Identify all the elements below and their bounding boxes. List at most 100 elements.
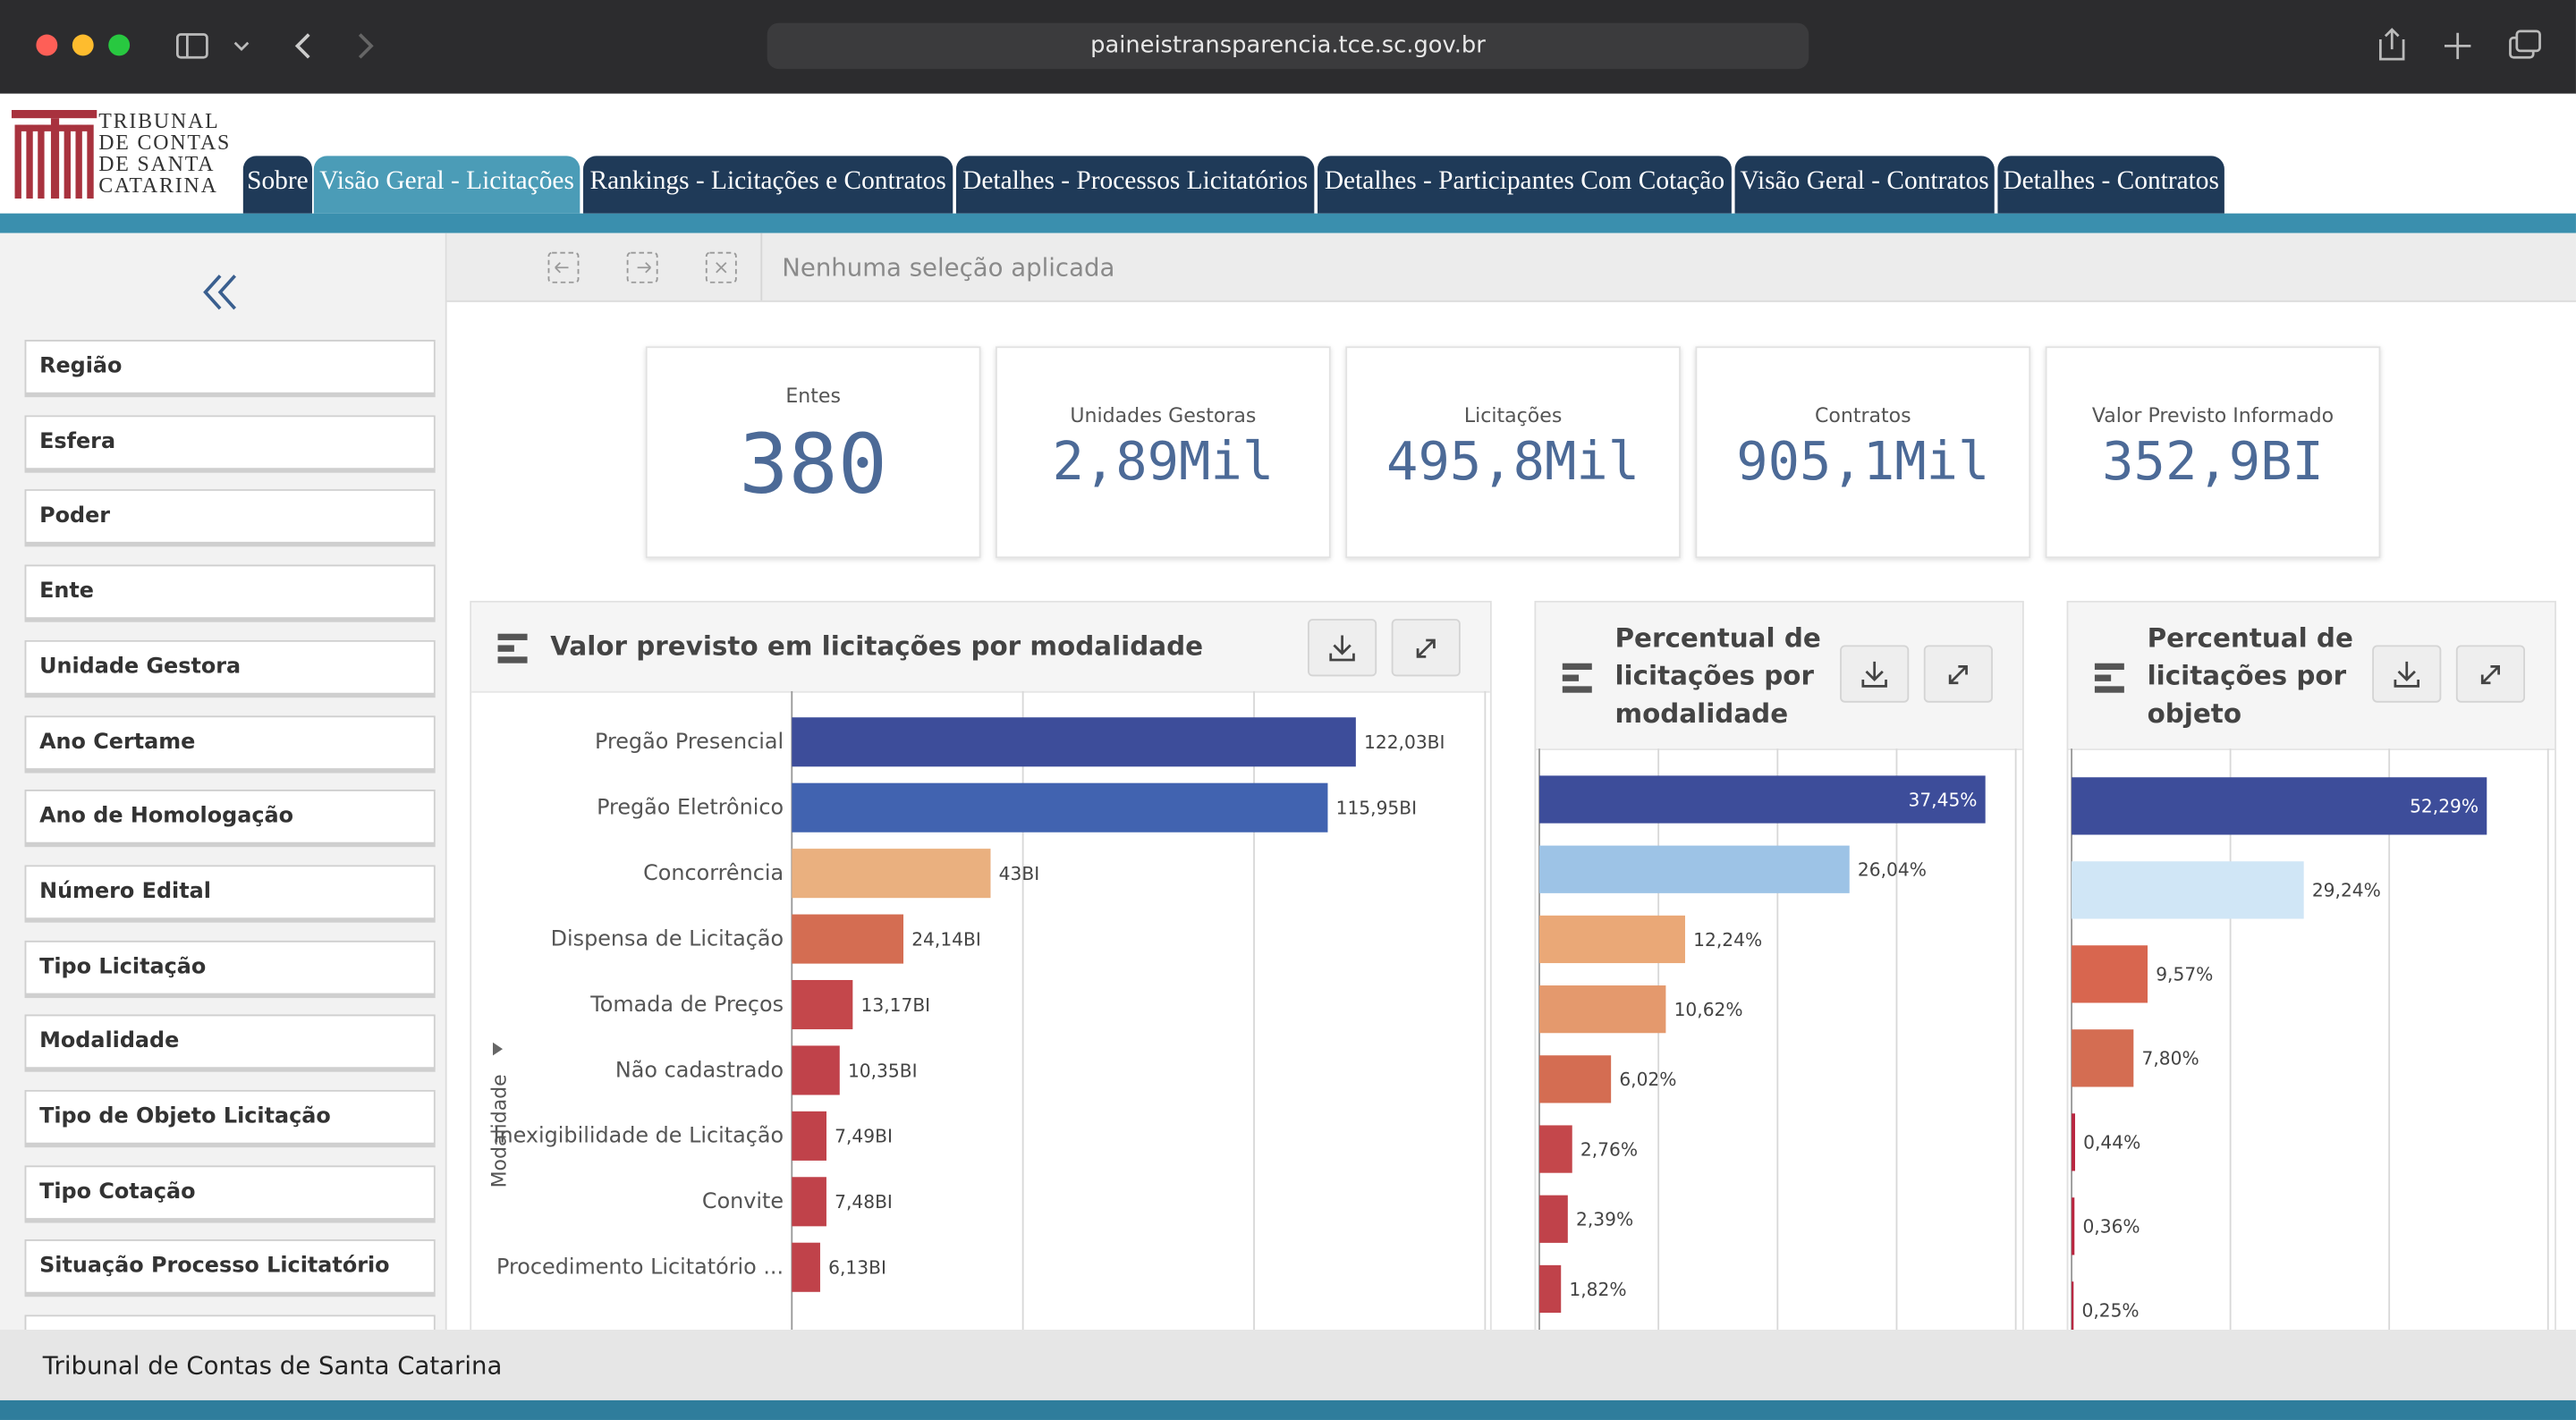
category-label: Convite: [702, 1188, 784, 1213]
button-icon: [2480, 664, 2500, 685]
category-label: Não cadastrado: [615, 1057, 784, 1082]
filter-box[interactable]: Situação Processo Licitatório: [24, 1239, 436, 1297]
button-icon: [2394, 661, 2419, 688]
footer: Tribunal de Contas de Santa Catarina: [0, 1329, 2576, 1400]
filter-box[interactable]: Modalidade: [24, 1015, 436, 1073]
category-label: Pregão Presencial: [595, 729, 784, 754]
zoom-button[interactable]: [108, 34, 131, 56]
logo-line: DE CONTAS: [98, 130, 232, 155]
filter-box[interactable]: Tipo de Objeto Licitação: [24, 1089, 436, 1148]
nav-tab[interactable]: Sobre: [242, 156, 312, 214]
kpi-label: Valor Previsto Informado: [2091, 403, 2334, 427]
nav-tab[interactable]: Visão Geral - Licitações: [313, 156, 580, 214]
nav-tab[interactable]: Detalhes - Participantes Com Cotação: [1318, 156, 1732, 214]
address-bar[interactable]: paineistransparencia.tce.sc.gov.br: [767, 22, 1809, 70]
filter-box[interactable]: Número Edital: [24, 865, 436, 923]
filter-box[interactable]: Ano Certame: [24, 714, 436, 773]
expand-button[interactable]: [2455, 645, 2526, 703]
bar: [792, 1111, 826, 1161]
kpi-value: 380: [739, 417, 888, 512]
bar: [792, 914, 904, 964]
nav-tab[interactable]: Rankings - Licitações e Contratos: [583, 156, 953, 214]
expand-button[interactable]: [1391, 619, 1461, 677]
download-button[interactable]: [1840, 645, 1910, 703]
bar: [792, 849, 991, 899]
icon-bar: [2094, 685, 2124, 692]
bar: [2072, 1281, 2074, 1331]
panel-header: Percentual de licitações por modalidade: [1536, 602, 2022, 750]
chart-icon: [2094, 662, 2124, 692]
minimize-button[interactable]: [72, 34, 94, 56]
logo-text: TRIBUNAL DE CONTAS DE SANTA CATARINA: [98, 110, 231, 195]
value-label: 12,24%: [1693, 929, 1762, 951]
kpi-label: Contratos: [1814, 403, 1911, 427]
selection-tools[interactable]: [546, 249, 759, 285]
chart-panel: Percentual de licitações por objeto 52,29…: [2066, 600, 2556, 1333]
nav-tab[interactable]: Visão Geral - Contratos: [1734, 156, 1995, 214]
close-button[interactable]: [36, 34, 58, 56]
bar: [1538, 1195, 1568, 1243]
bar: [792, 979, 853, 1030]
nav-tab[interactable]: Detalhes - Contratos: [1997, 156, 2224, 214]
icon-bar: [1562, 673, 1580, 680]
chart-panel: Valor previsto em licitações por modalid…: [470, 600, 1492, 1333]
filter-box[interactable]: Unidade Gestora: [24, 639, 436, 697]
bar: [1538, 1055, 1612, 1103]
nav-tab[interactable]: Detalhes - Processos Licitatórios: [955, 156, 1315, 214]
value-label: 7,80%: [2142, 1048, 2199, 1069]
value-label: 7,48BI: [835, 1191, 893, 1213]
filter-box[interactable]: Ano de Homologação: [24, 790, 436, 848]
icon-bar: [1562, 685, 1592, 692]
kpi-card: Contratos 905,1Mil: [1695, 346, 2031, 559]
bar: [1538, 915, 1685, 964]
icon-bar: [497, 656, 528, 664]
bar: [792, 1242, 820, 1292]
icon: [1948, 664, 1968, 685]
value-label: 6,02%: [1619, 1069, 1676, 1090]
bar: [1538, 1125, 1572, 1173]
bar: [1538, 775, 1986, 824]
chart-icon: [1562, 662, 1592, 692]
value-label: 10,62%: [1674, 999, 1743, 1020]
panel-header: Valor previsto em licitações por modalid…: [471, 602, 1490, 693]
filter-box[interactable]: Região: [24, 340, 436, 398]
panel-header: Percentual de licitações por objeto: [2068, 602, 2555, 750]
footer-band: [0, 1399, 2576, 1420]
bar: [2072, 1113, 2075, 1171]
download-button[interactable]: [2372, 645, 2442, 703]
axis-label: Modalidade: [489, 1074, 512, 1188]
filter-box[interactable]: Tipo Licitação: [24, 940, 436, 998]
category-label: Pregão Eletrônico: [597, 795, 784, 820]
filter-box[interactable]: Esfera: [24, 414, 436, 473]
chart-icon: [497, 633, 528, 664]
logo-line: DE SANTA: [98, 150, 216, 176]
axis-toggle: [493, 1042, 504, 1056]
icon-bar: [497, 645, 514, 652]
nav-icons: [175, 33, 374, 59]
sidebar: Região Esfera Poder Ente Unidade Gestora Ano …: [0, 232, 447, 1373]
url: paineistransparencia.tce.sc.gov.br: [1090, 32, 1486, 60]
filter-box[interactable]: Tipo Cotação: [24, 1164, 436, 1223]
logo-line: CATARINA: [98, 172, 218, 198]
kpi-value: 2,89Mil: [1052, 429, 1275, 493]
icon: [2394, 661, 2419, 688]
category-label: Tomada de Preços: [589, 992, 784, 1017]
value-label: 122,03BI: [1364, 731, 1445, 753]
button-icon: [1416, 638, 1436, 658]
category-label: Concorrência: [643, 860, 784, 885]
kpi-value: 352,9BI: [2102, 429, 2324, 493]
bar: [792, 1177, 826, 1227]
expand-button[interactable]: [1923, 645, 1993, 703]
collapse-button[interactable]: [200, 273, 243, 312]
value-label: 52,29%: [2410, 796, 2479, 817]
value-label: 115,95BI: [1336, 798, 1417, 819]
filter-box[interactable]: Ente: [24, 564, 436, 622]
value-label: 9,57%: [2156, 964, 2213, 985]
bar: [792, 782, 1328, 833]
filter-box[interactable]: Poder: [24, 489, 436, 548]
value-label: 37,45%: [1908, 789, 1977, 810]
download-button[interactable]: [1308, 619, 1377, 677]
category-label: Inexigibilidade de Licitação: [493, 1123, 784, 1148]
browser-chrome: paineistransparencia.tce.sc.gov.br: [0, 0, 2576, 96]
